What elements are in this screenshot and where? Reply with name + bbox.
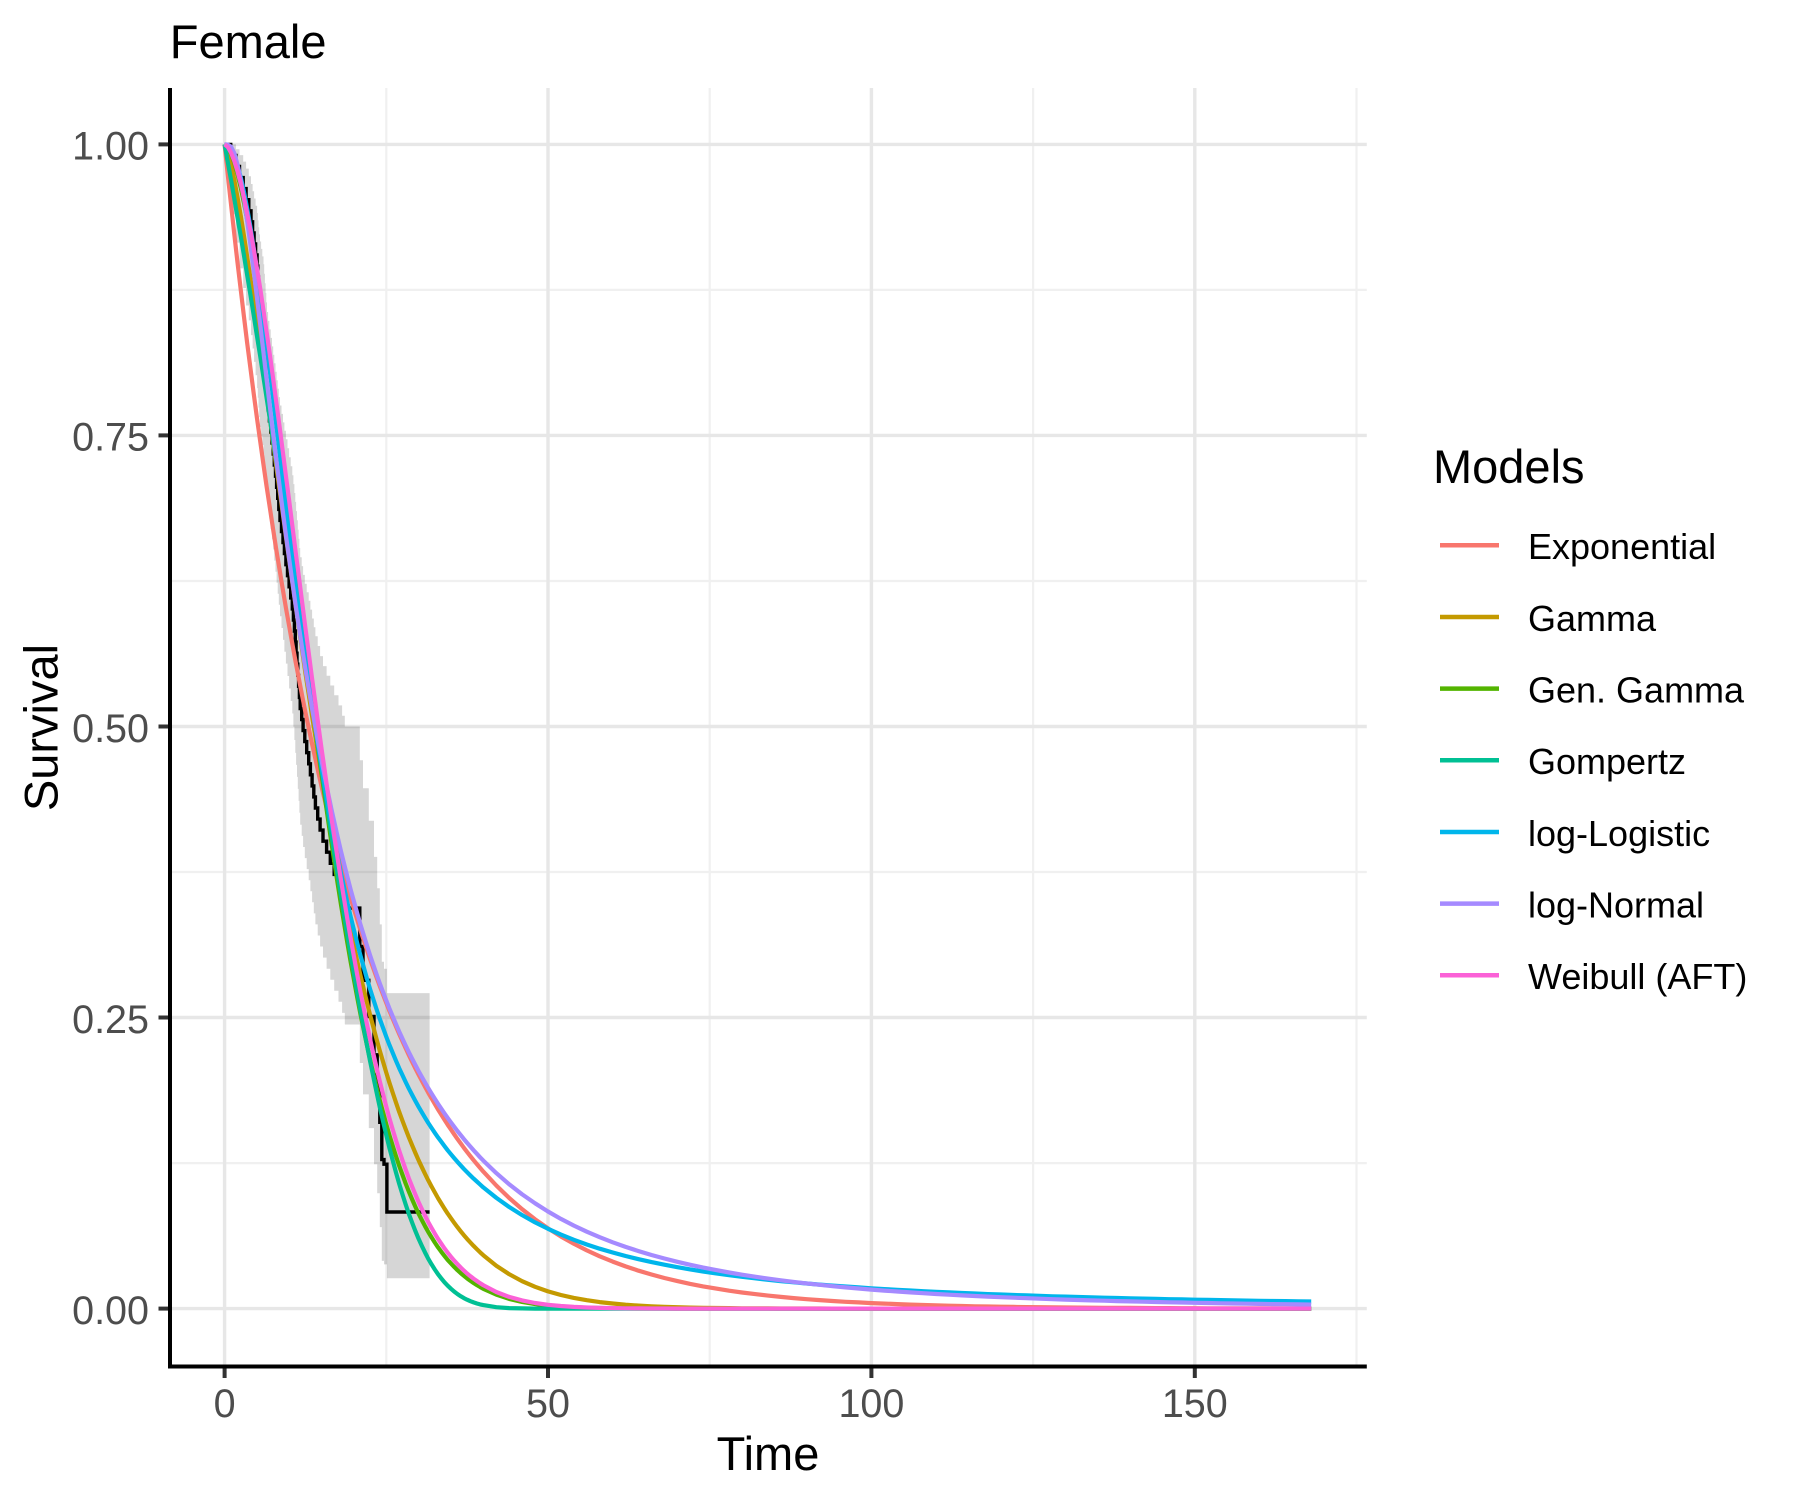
svg-text:Time: Time (717, 1427, 820, 1480)
svg-text:Weibull (AFT): Weibull (AFT) (1528, 956, 1747, 997)
svg-text:0.75: 0.75 (72, 416, 149, 460)
svg-text:0.50: 0.50 (72, 707, 149, 751)
svg-text:log-Logistic: log-Logistic (1528, 813, 1710, 854)
svg-text:Gompertz: Gompertz (1528, 741, 1686, 782)
svg-text:150: 150 (1162, 1382, 1228, 1426)
svg-text:Gen. Gamma: Gen. Gamma (1528, 670, 1745, 711)
svg-text:Survival: Survival (15, 644, 68, 811)
svg-text:log-Normal: log-Normal (1528, 885, 1704, 926)
svg-text:1.00: 1.00 (72, 125, 149, 169)
svg-text:0: 0 (214, 1382, 236, 1426)
svg-text:Models: Models (1433, 440, 1585, 493)
svg-text:Gamma: Gamma (1528, 598, 1657, 639)
svg-text:0.25: 0.25 (72, 998, 149, 1042)
svg-text:50: 50 (526, 1382, 570, 1426)
svg-text:Female: Female (170, 15, 327, 68)
svg-text:100: 100 (838, 1382, 904, 1426)
svg-text:0.00: 0.00 (72, 1289, 149, 1333)
svg-text:Exponential: Exponential (1528, 526, 1716, 567)
